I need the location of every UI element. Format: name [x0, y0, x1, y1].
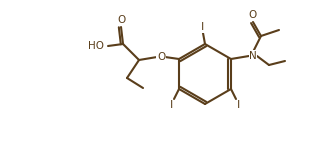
Text: N: N	[249, 51, 257, 61]
Text: HO: HO	[88, 41, 104, 51]
Text: O: O	[117, 15, 125, 25]
Text: I: I	[202, 22, 205, 32]
Text: I: I	[169, 100, 173, 110]
Text: O: O	[157, 52, 165, 62]
Text: O: O	[249, 10, 257, 20]
Text: I: I	[237, 100, 241, 110]
